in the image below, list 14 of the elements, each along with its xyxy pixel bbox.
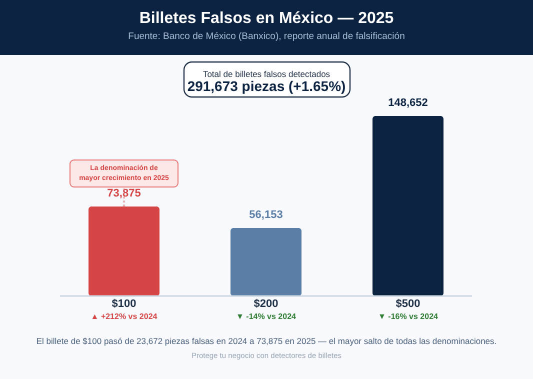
text: 291,673 piezas (+1.65%) [187, 78, 346, 94]
text: Total de billetes falsos detectados [202, 69, 330, 79]
data-label: 148,652 [388, 97, 428, 109]
chart-subtitle: Fuente: Banco de México (Banxico), reporte anual de falsificación [128, 31, 405, 42]
text: ▼ -14% vs 2024 [236, 312, 297, 321]
text: ▲ +212% vs 2024 [90, 312, 158, 321]
data-label: 56,153 [249, 209, 283, 222]
data-label: 73,875 [107, 188, 141, 200]
text: El billete de $100 pasó de 23,672 piezas falsas en 2024 a 73,875 en 2025 — el mayor salto de todas las denominaciones. [36, 336, 497, 346]
x-tick-label: $200 [254, 298, 278, 310]
x-tick-label: $500 [396, 298, 420, 310]
chart-title: Billetes Falsos en México — 2025 [139, 10, 394, 27]
text: ▼ -16% vs 2024 [378, 312, 439, 321]
x-tick-label: $100 [112, 298, 136, 310]
